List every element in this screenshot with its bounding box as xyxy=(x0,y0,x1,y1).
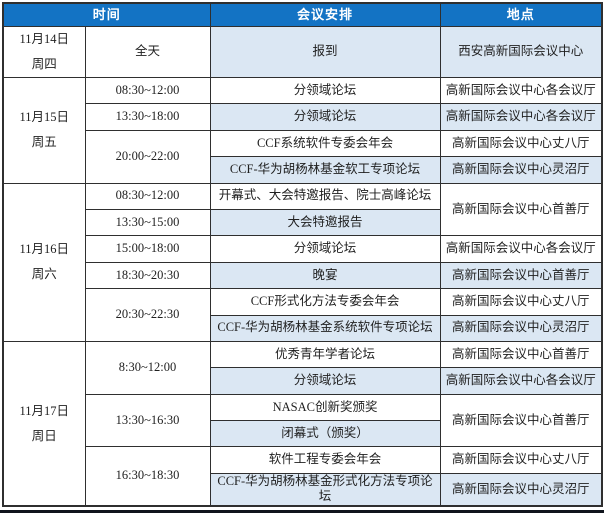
event-cell: 分领域论坛 xyxy=(209,76,441,105)
venue-cell: 高新国际会议中心灵沼厅 xyxy=(439,472,603,507)
venue-cell: 高新国际会议中心首善厅 xyxy=(439,340,603,369)
event-cell: 闭幕式（颁奖） xyxy=(209,420,441,448)
venue-cell: 高新国际会议中心灵沼厅 xyxy=(439,156,603,184)
time-cell: 13:30~18:00 xyxy=(84,103,211,131)
date-label: 11月15日 xyxy=(19,110,70,125)
event-cell: 晚宴 xyxy=(209,261,441,290)
event-cell: 分领域论坛 xyxy=(209,367,441,395)
venue-cell: 高新国际会议中心灵沼厅 xyxy=(439,314,603,342)
event-cell: CCF系统软件专委会年会 xyxy=(209,129,441,158)
time-cell: 13:30~15:00 xyxy=(84,208,211,237)
venue-cell: 高新国际会议中心丈八厅 xyxy=(439,129,603,158)
venue-cell: 高新国际会议中心首善厅 xyxy=(439,182,603,237)
table-row: CCF-华为胡杨林基金形式化方法专项论坛 高新国际会议中心灵沼厅 xyxy=(3,472,603,507)
table-row: 11月15日 周五 08:30~12:00 分领域论坛 高新国际会议中心各会议厅 xyxy=(2,76,603,184)
page-bottom-rule xyxy=(0,510,604,513)
table-row: 11月17日 周日 8:30~12:00 优秀青年学者论坛 高新国际会议中心首善… xyxy=(2,340,603,507)
time-cell: 20:30~22:30 xyxy=(84,288,211,342)
venue-cell: 高新国际会议中心首善厅 xyxy=(439,261,603,290)
header-arrangement: 会议安排 xyxy=(209,2,441,27)
weekday-label: 周四 xyxy=(31,57,57,71)
table-row: 13:30~16:30 NASAC创新奖颁奖 高新国际会议中心首善厅 xyxy=(3,393,603,448)
time-cell: 08:30~12:00 xyxy=(84,182,211,210)
weekday-label: 周五 xyxy=(31,135,57,150)
table-row: CCF-华为胡杨林基金软工专项论坛 高新国际会议中心灵沼厅 xyxy=(3,156,603,184)
time-cell: 8:30~12:00 xyxy=(84,340,211,395)
venue-cell: 高新国际会议中心各会议厅 xyxy=(439,76,603,105)
time-cell: 20:00~22:00 xyxy=(84,129,211,184)
date-cell: 11月15日 周五 xyxy=(2,77,86,184)
table-row: 11月16日 周六 08:30~12:00 开幕式、大会特邀报告、院士高峰论坛 … xyxy=(2,182,603,342)
event-cell: 报到 xyxy=(209,26,441,78)
table-row: 18:30~20:30 晚宴 高新国际会议中心首善厅 xyxy=(3,261,603,290)
event-cell: CCF-华为胡杨林基金软工专项论坛 xyxy=(209,156,441,184)
time-cell: 16:30~18:30 xyxy=(84,446,211,507)
event-cell: 分领域论坛 xyxy=(209,103,441,131)
event-cell: 软件工程专委会年会 xyxy=(209,446,441,474)
venue-cell: 西安高新国际会议中心 xyxy=(439,26,603,78)
event-cell: CCF形式化方法专委会年会 xyxy=(209,288,441,316)
weekday-label: 周六 xyxy=(31,267,57,282)
time-cell: 全天 xyxy=(84,26,211,78)
table-row: 闭幕式（颁奖） xyxy=(3,420,602,448)
table-row: 20:00~22:00 CCF系统软件专委会年会 高新国际会议中心丈八厅 xyxy=(3,129,603,184)
weekday-label: 周日 xyxy=(31,428,57,443)
date-cell: 11月14日 周四 xyxy=(2,26,86,78)
table-row: 15:00~18:00 分领域论坛 高新国际会议中心各会议厅 xyxy=(3,235,603,263)
time-cell: 08:30~12:00 xyxy=(84,76,211,105)
table-row: 16:30~18:30 软件工程专委会年会 高新国际会议中心丈八厅 xyxy=(3,446,603,507)
venue-cell: 高新国际会议中心丈八厅 xyxy=(439,288,603,316)
date-cell: 11月17日 周日 xyxy=(2,340,86,507)
event-cell: 分领域论坛 xyxy=(209,235,441,263)
table-row: 13:30~18:00 分领域论坛 高新国际会议中心各会议厅 xyxy=(3,103,603,131)
event-cell: CCF-华为胡杨林基金形式化方法专项论坛 xyxy=(209,472,441,507)
event-cell: 优秀青年学者论坛 xyxy=(209,340,441,369)
time-cell: 15:00~18:00 xyxy=(84,235,211,263)
event-cell: NASAC创新奖颁奖 xyxy=(209,393,441,422)
schedule-table: 时间 会议安排 地点 11月14日 周四 全天 报到 西安高新国际会议中心 11… xyxy=(2,2,604,508)
event-cell: CCF-华为胡杨林基金系统软件专项论坛 xyxy=(209,314,441,342)
event-cell: 开幕式、大会特邀报告、院士高峰论坛 xyxy=(209,182,441,210)
table-row: 分领域论坛 高新国际会议中心各会议厅 xyxy=(3,367,603,395)
header-venue: 地点 xyxy=(439,2,603,27)
table-row: CCF-华为胡杨林基金系统软件专项论坛 高新国际会议中心灵沼厅 xyxy=(3,314,603,342)
header-time: 时间 xyxy=(2,2,211,27)
date-label: 11月16日 xyxy=(19,242,70,257)
time-cell: 13:30~16:30 xyxy=(84,393,211,448)
date-cell: 11月16日 周六 xyxy=(2,182,86,342)
table-row: 11月14日 周四 全天 报到 西安高新国际会议中心 xyxy=(2,26,603,78)
time-cell: 18:30~20:30 xyxy=(84,261,211,290)
venue-cell: 高新国际会议中心各会议厅 xyxy=(439,235,603,263)
venue-cell: 高新国际会议中心丈八厅 xyxy=(439,446,603,474)
event-cell: 大会特邀报告 xyxy=(209,208,441,237)
venue-cell: 高新国际会议中心首善厅 xyxy=(439,393,603,448)
date-label: 11月17日 xyxy=(19,403,70,418)
table-row: 20:30~22:30 CCF形式化方法专委会年会 高新国际会议中心丈八厅 xyxy=(3,288,603,342)
venue-cell: 高新国际会议中心各会议厅 xyxy=(439,367,603,395)
venue-cell: 高新国际会议中心各会议厅 xyxy=(439,103,603,131)
date-label: 11月14日 xyxy=(19,32,70,46)
header-row: 时间 会议安排 地点 xyxy=(2,2,603,27)
